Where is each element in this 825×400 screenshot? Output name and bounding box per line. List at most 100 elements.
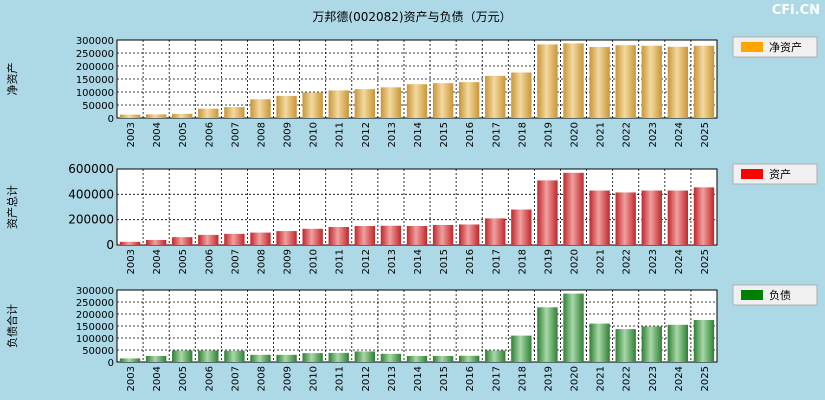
x-tick-label: 2007 xyxy=(230,249,241,274)
bar-2022 xyxy=(615,45,636,119)
x-tick-label: 2012 xyxy=(361,122,372,147)
x-tick-label: 2023 xyxy=(648,122,659,147)
y-tick-label: 300000 xyxy=(76,36,114,47)
x-tick-label: 2018 xyxy=(517,366,528,391)
panel-1: 0 50000 100000 150000 200000 250000 300000 2003… xyxy=(5,36,818,147)
x-tick-label: 2011 xyxy=(335,122,346,147)
bar-2011 xyxy=(328,352,349,362)
legend-swatch xyxy=(741,290,763,300)
bar-2015 xyxy=(432,224,454,245)
x-tick-label: 2006 xyxy=(204,122,215,147)
x-tick-label: 2004 xyxy=(152,249,163,274)
x-tick-label: 2006 xyxy=(204,249,215,274)
bar-2019 xyxy=(537,44,558,118)
bar-2019 xyxy=(537,307,558,362)
bar-2025 xyxy=(693,187,715,245)
bar-2006 xyxy=(198,108,219,118)
y-tick-label: 100000 xyxy=(76,88,114,99)
bar-2010 xyxy=(302,228,323,245)
bar-2016 xyxy=(459,355,480,362)
x-tick-label: 2021 xyxy=(596,249,607,274)
bar-2014 xyxy=(406,226,428,245)
x-tick-label: 2024 xyxy=(674,122,685,147)
x-tick-label: 2005 xyxy=(178,249,189,274)
x-tick-label: 2012 xyxy=(361,366,372,391)
x-tick-label: 2010 xyxy=(309,366,320,391)
bar-2024 xyxy=(667,190,689,245)
y-tick-label: 50000 xyxy=(82,101,114,112)
x-tick-label: 2010 xyxy=(309,122,320,147)
x-tick-label: 2023 xyxy=(648,249,659,274)
bar-2021 xyxy=(589,323,610,362)
y-axis-title: 净资产 xyxy=(5,63,19,96)
legend: 净资产 xyxy=(732,36,818,58)
bar-2003 xyxy=(119,358,141,362)
x-tick-label: 2017 xyxy=(491,249,502,274)
bar-2012 xyxy=(354,89,375,118)
bar-2013 xyxy=(380,225,402,245)
x-tick-label: 2018 xyxy=(517,249,528,274)
x-tick-label: 2003 xyxy=(126,366,137,391)
legend-swatch xyxy=(741,169,763,179)
legend-swatch xyxy=(741,42,763,52)
x-tick-label: 2015 xyxy=(439,249,450,274)
x-tick-label: 2019 xyxy=(543,249,554,274)
x-tick-label: 2023 xyxy=(648,366,659,391)
legend: 资产 xyxy=(732,163,818,185)
bar-2004 xyxy=(145,114,167,118)
x-tick-label: 2016 xyxy=(465,122,476,147)
bar-2004 xyxy=(145,239,167,245)
x-tick-label: 2018 xyxy=(517,122,528,147)
bar-2011 xyxy=(328,227,349,245)
bar-2003 xyxy=(119,114,141,118)
x-tick-label: 2014 xyxy=(413,122,424,147)
bar-2013 xyxy=(380,87,402,118)
y-tick-label: 50000 xyxy=(82,346,114,357)
bar-2020 xyxy=(563,293,584,362)
bar-2024 xyxy=(667,324,689,362)
bar-2004 xyxy=(145,356,167,362)
brand-watermark: CFi.CN xyxy=(772,3,820,18)
bar-2010 xyxy=(302,353,323,362)
bar-2014 xyxy=(406,84,428,118)
bar-2017 xyxy=(485,350,506,362)
y-axis-title: 资产总计 xyxy=(5,185,19,229)
x-tick-label: 2021 xyxy=(596,122,607,147)
x-tick-label: 2012 xyxy=(361,249,372,274)
legend-label: 负债 xyxy=(769,288,791,302)
y-axis-title: 负债合计 xyxy=(5,304,19,348)
x-tick-label: 2024 xyxy=(674,249,685,274)
x-tick-label: 2004 xyxy=(152,122,163,147)
y-tick-label: 250000 xyxy=(76,298,114,309)
bar-2020 xyxy=(563,43,584,118)
y-tick-label: 600000 xyxy=(68,162,114,176)
bar-2021 xyxy=(589,47,610,118)
bar-2007 xyxy=(224,107,245,118)
x-tick-label: 2013 xyxy=(387,366,398,391)
x-tick-label: 2020 xyxy=(570,122,581,147)
x-tick-label: 2015 xyxy=(439,366,450,391)
x-tick-label: 2013 xyxy=(387,249,398,274)
bar-2017 xyxy=(485,218,506,245)
bar-2011 xyxy=(328,90,349,118)
chart-title: 万邦德(002082)资产与负债（万元） xyxy=(312,9,511,24)
bar-2024 xyxy=(667,46,689,119)
bar-2015 xyxy=(432,83,454,118)
bar-2007 xyxy=(224,233,245,245)
panel-2: 0 200000 400000 600000 2003 2004 2005 2006 2007 2… xyxy=(5,162,818,274)
x-tick-label: 2009 xyxy=(283,122,294,147)
y-tick-label: 150000 xyxy=(76,75,114,86)
y-tick-label: 400000 xyxy=(68,187,114,201)
x-tick-label: 2007 xyxy=(230,122,241,147)
x-tick-label: 2003 xyxy=(126,249,137,274)
bar-2016 xyxy=(459,224,480,245)
bar-2007 xyxy=(224,350,245,362)
x-tick-label: 2016 xyxy=(465,249,476,274)
y-tick-label: 200000 xyxy=(76,62,114,73)
x-tick-label: 2019 xyxy=(543,366,554,391)
bar-2005 xyxy=(172,113,193,118)
bar-2018 xyxy=(511,72,532,118)
bar-2025 xyxy=(693,45,715,118)
